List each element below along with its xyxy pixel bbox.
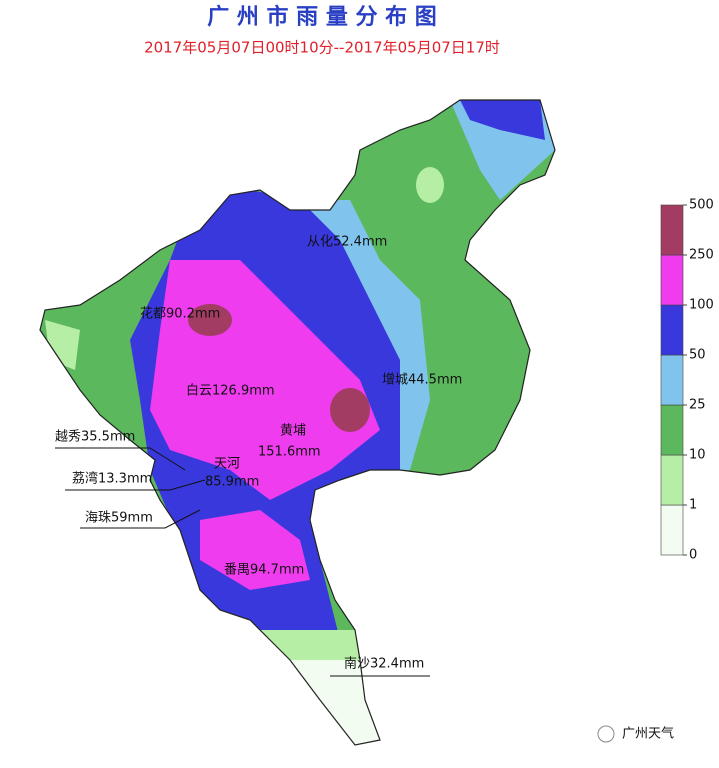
leader-lines	[55, 447, 430, 677]
watermark: 广州天气	[622, 726, 674, 742]
district-label: 从化52.4mm	[307, 235, 387, 250]
district-label: 花都90.2mm	[140, 306, 220, 322]
rain-zone	[330, 388, 370, 432]
legend-label: 500	[689, 198, 714, 213]
legend-swatch	[660, 204, 684, 256]
legend-swatch	[660, 254, 684, 306]
legend-swatch	[660, 354, 684, 406]
legend-swatch	[660, 454, 684, 506]
legend-label: 50	[689, 348, 706, 363]
legend-swatch	[660, 404, 684, 456]
district-label: 85.9mm	[205, 475, 259, 490]
legend: 0 1 10 25 50 100 250 500	[660, 198, 714, 563]
rain-zone	[188, 304, 232, 336]
city-outline	[39, 99, 556, 746]
district-label: 增城44.5mm	[382, 373, 462, 388]
legend-label: 25	[689, 398, 706, 413]
district-label: 151.6mm	[258, 445, 321, 460]
district-label: 荔湾13.3mm	[72, 471, 152, 487]
district-label: 天河	[214, 457, 240, 472]
wechat-icon	[597, 725, 615, 743]
legend-label: 10	[689, 448, 706, 463]
subtitle: 2017年05月07日00时10分--2017年05月07日17时	[144, 39, 500, 57]
legend-swatch	[660, 504, 684, 556]
legend-label: 1	[689, 498, 697, 513]
district-label: 白云126.9mm	[186, 383, 275, 399]
district-label: 南沙32.4mm	[344, 656, 424, 672]
legend-label: 0	[689, 548, 697, 563]
district-label: 海珠59mm	[85, 511, 153, 526]
district-label: 黄埔	[280, 424, 306, 439]
rain-zone	[416, 167, 444, 203]
title: 广 州 市 雨 量 分 布 图	[207, 4, 437, 30]
district-labels: 从化52.4mm 花都90.2mm 增城44.5mm 白云126.9mm 黄埔 151.6…	[55, 235, 462, 672]
rain-zone	[460, 100, 545, 140]
legend-label: 100	[689, 298, 714, 313]
rain-zone	[200, 510, 310, 590]
rain-zone	[230, 630, 360, 660]
district-label: 越秀35.5mm	[55, 430, 135, 445]
legend-swatch	[660, 304, 684, 356]
rain-zone	[280, 660, 385, 745]
district-label: 番禺94.7mm	[224, 563, 304, 578]
legend-label: 250	[689, 248, 714, 263]
